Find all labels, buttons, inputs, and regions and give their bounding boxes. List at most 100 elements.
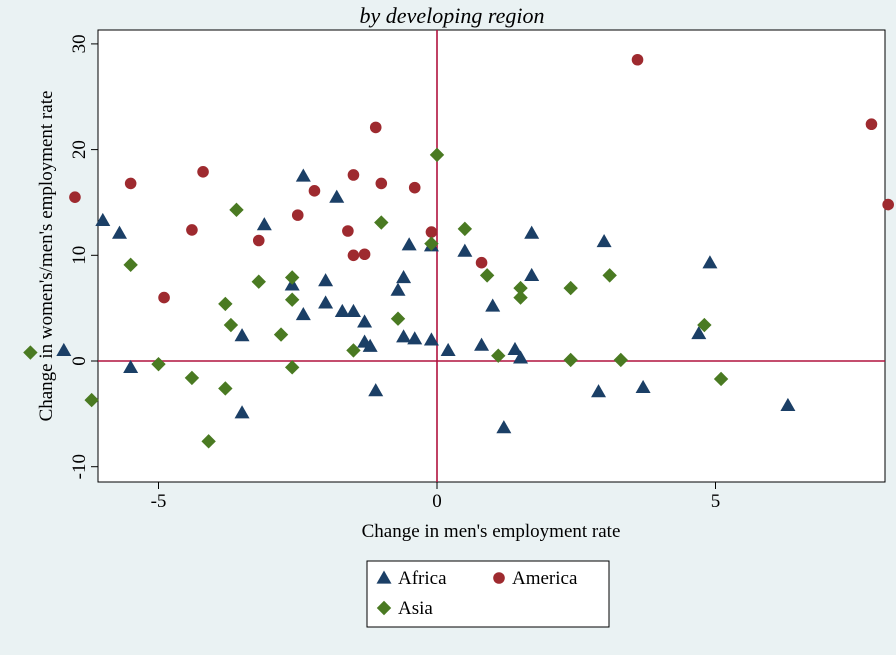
- legend-marker-asia: [376, 600, 392, 616]
- america-point: [308, 185, 321, 197]
- africa-point: [457, 243, 473, 257]
- asia-point: [513, 290, 528, 305]
- asia-point: [390, 311, 406, 326]
- america-point: [347, 249, 360, 262]
- legend-marker-america: [493, 572, 505, 584]
- africa-point: [396, 269, 412, 284]
- africa-point: [513, 350, 529, 364]
- legend-label-america: America: [512, 568, 578, 589]
- africa-point: [390, 282, 406, 296]
- africa-point: [423, 332, 439, 346]
- y-tick-label: 30: [69, 34, 90, 53]
- america-point: [252, 234, 265, 247]
- africa-point: [396, 329, 412, 343]
- asia-point: [457, 221, 473, 237]
- africa-point: [295, 168, 311, 182]
- africa-point: [401, 237, 417, 251]
- africa-point: [318, 295, 334, 309]
- africa-point: [95, 212, 111, 227]
- legend-label-asia: Asia: [398, 598, 433, 619]
- america-point: [291, 209, 304, 221]
- reference-lines: [98, 30, 885, 482]
- asia-point: [218, 296, 233, 312]
- x-tick-label: -5: [151, 491, 167, 512]
- america-point: [369, 121, 382, 134]
- series-africa: [56, 168, 796, 434]
- legend: Africa America Asia: [366, 560, 610, 628]
- chart-title: by developing region: [360, 3, 545, 28]
- africa-point: [691, 326, 707, 340]
- y-tick-label: 0: [69, 356, 90, 366]
- asia-point: [424, 236, 439, 251]
- africa-point: [295, 306, 311, 321]
- africa-point: [334, 303, 350, 317]
- asia-point: [713, 371, 729, 387]
- legend-items: Africa America Asia: [376, 568, 578, 619]
- america-point: [631, 53, 644, 66]
- africa-point: [474, 337, 490, 351]
- y-tick-label: 20: [69, 140, 90, 159]
- america-point: [342, 225, 354, 237]
- america-point: [425, 226, 438, 238]
- asia-point: [697, 317, 712, 333]
- africa-point: [112, 225, 128, 239]
- africa-point: [440, 342, 456, 357]
- asia-point: [346, 343, 361, 358]
- series-asia: [23, 147, 729, 449]
- africa-point: [591, 384, 607, 398]
- africa-point: [485, 298, 501, 312]
- africa-point: [635, 379, 651, 394]
- america-point: [475, 256, 488, 269]
- x-axis-label: Change in men's employment rate: [362, 521, 621, 542]
- africa-point: [596, 234, 612, 248]
- america-point: [124, 177, 137, 190]
- asia-point: [218, 381, 233, 396]
- africa-point: [345, 303, 361, 317]
- africa-point: [507, 341, 523, 355]
- asia-point: [284, 360, 300, 375]
- legend-label-africa: Africa: [398, 568, 447, 589]
- africa-point: [524, 267, 540, 282]
- plot-area: [97, 29, 886, 483]
- america-point: [375, 177, 388, 190]
- asia-point: [229, 202, 244, 218]
- africa-point: [234, 405, 250, 419]
- asia-point: [563, 352, 578, 368]
- asia-point: [84, 392, 99, 408]
- africa-point: [702, 255, 718, 269]
- y-axis-label: Change in women's/men's employment rate: [36, 91, 57, 422]
- asia-point: [284, 292, 300, 307]
- america-point: [408, 181, 421, 194]
- asia-point: [491, 348, 506, 363]
- america-point: [197, 165, 209, 178]
- asia-point: [23, 345, 38, 360]
- america-point: [347, 169, 360, 181]
- america-point: [882, 198, 894, 211]
- africa-point: [368, 383, 384, 397]
- asia-point: [513, 280, 528, 296]
- america-point: [186, 224, 198, 236]
- asia-point: [151, 356, 166, 372]
- asia-point: [429, 147, 445, 163]
- america-point: [865, 118, 878, 131]
- america-point: [158, 291, 170, 304]
- africa-point: [329, 189, 345, 203]
- africa-point: [256, 217, 272, 231]
- africa-point: [362, 338, 378, 352]
- asia-point: [563, 280, 578, 296]
- africa-point: [123, 359, 139, 373]
- asia-point: [123, 257, 138, 273]
- legend-box: [366, 560, 610, 628]
- africa-point: [234, 328, 250, 342]
- asia-point: [251, 274, 266, 289]
- africa-point: [407, 331, 423, 345]
- asia-point: [201, 434, 216, 449]
- asia-point: [602, 268, 617, 283]
- series-america: [69, 53, 894, 304]
- asia-point: [613, 352, 629, 368]
- africa-point: [780, 397, 796, 412]
- africa-point: [56, 342, 72, 357]
- y-tick-label: -10: [69, 454, 90, 479]
